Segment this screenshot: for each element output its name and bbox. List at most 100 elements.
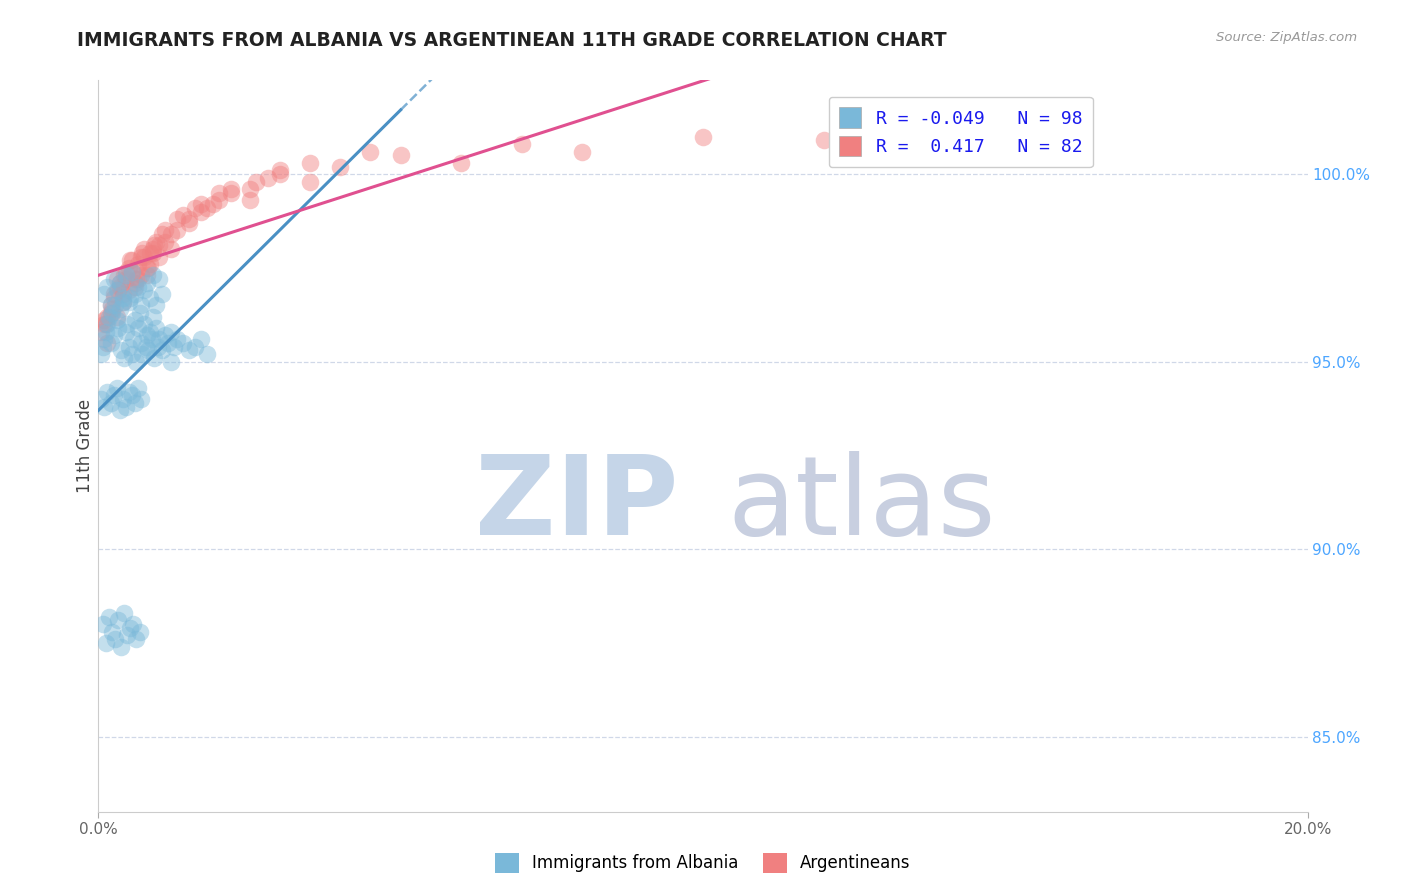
Immigrants from Albania: [96, 279, 118, 293]
Argentineans: [108, 276, 131, 290]
Argentineans: [131, 245, 153, 260]
Immigrants from Albania: [122, 332, 145, 346]
Argentineans: [150, 227, 173, 241]
Argentineans: [114, 272, 136, 286]
Argentineans: [166, 223, 188, 237]
Argentineans: [510, 136, 533, 151]
Immigrants from Albania: [98, 609, 121, 624]
Immigrants from Albania: [135, 276, 157, 290]
Immigrants from Albania: [114, 268, 136, 283]
Argentineans: [148, 250, 170, 264]
Immigrants from Albania: [111, 291, 134, 305]
Argentineans: [142, 245, 165, 260]
Argentineans: [184, 201, 207, 215]
Argentineans: [108, 279, 131, 293]
Immigrants from Albania: [107, 614, 129, 628]
Immigrants from Albania: [100, 335, 122, 350]
Immigrants from Albania: [135, 328, 157, 343]
Argentineans: [111, 294, 134, 309]
Immigrants from Albania: [90, 347, 112, 361]
Immigrants from Albania: [110, 343, 132, 358]
Immigrants from Albania: [160, 325, 183, 339]
Immigrants from Albania: [94, 636, 117, 650]
Argentineans: [245, 175, 267, 189]
Argentineans: [389, 148, 412, 162]
Argentineans: [813, 133, 835, 147]
Immigrants from Albania: [125, 632, 148, 647]
Text: atlas: atlas: [727, 451, 995, 558]
Immigrants from Albania: [111, 392, 134, 406]
Argentineans: [299, 156, 322, 170]
Immigrants from Albania: [117, 628, 139, 642]
Immigrants from Albania: [105, 313, 128, 327]
Immigrants from Albania: [129, 392, 152, 406]
Argentineans: [179, 216, 201, 230]
Argentineans: [129, 268, 152, 283]
Immigrants from Albania: [128, 624, 150, 639]
Argentineans: [118, 260, 141, 275]
Argentineans: [148, 238, 170, 252]
Argentineans: [112, 268, 135, 283]
Argentineans: [269, 163, 291, 178]
Text: ZIP: ZIP: [475, 451, 679, 558]
Argentineans: [450, 156, 472, 170]
Argentineans: [360, 145, 382, 159]
Immigrants from Albania: [179, 343, 201, 358]
Immigrants from Albania: [105, 283, 128, 297]
Argentineans: [195, 201, 218, 215]
Argentineans: [135, 260, 157, 275]
Argentineans: [132, 250, 155, 264]
Immigrants from Albania: [153, 328, 176, 343]
Immigrants from Albania: [142, 268, 165, 283]
Argentineans: [166, 212, 188, 227]
Immigrants from Albania: [118, 291, 141, 305]
Argentineans: [239, 194, 262, 208]
Immigrants from Albania: [129, 335, 152, 350]
Immigrants from Albania: [139, 325, 162, 339]
Argentineans: [202, 197, 225, 211]
Argentineans: [221, 182, 243, 196]
Immigrants from Albania: [114, 325, 136, 339]
Immigrants from Albania: [124, 396, 146, 410]
Immigrants from Albania: [100, 298, 122, 312]
Immigrants from Albania: [98, 310, 121, 324]
Argentineans: [143, 238, 166, 252]
Immigrants from Albania: [100, 306, 122, 320]
Argentineans: [127, 272, 149, 286]
Argentineans: [160, 227, 183, 241]
Argentineans: [96, 310, 118, 324]
Argentineans: [190, 197, 212, 211]
Argentineans: [221, 186, 243, 200]
Immigrants from Albania: [136, 343, 159, 358]
Argentineans: [105, 310, 128, 324]
Argentineans: [100, 302, 122, 317]
Immigrants from Albania: [139, 291, 162, 305]
Immigrants from Albania: [124, 287, 146, 301]
Immigrants from Albania: [91, 340, 114, 354]
Immigrants from Albania: [124, 313, 146, 327]
Immigrants from Albania: [103, 388, 125, 402]
Immigrants from Albania: [118, 384, 141, 399]
Immigrants from Albania: [112, 351, 135, 365]
Immigrants from Albania: [132, 317, 155, 331]
Immigrants from Albania: [110, 640, 132, 654]
Immigrants from Albania: [148, 332, 170, 346]
Argentineans: [256, 170, 278, 185]
Argentineans: [121, 264, 143, 278]
Argentineans: [111, 287, 134, 301]
Immigrants from Albania: [100, 624, 122, 639]
Immigrants from Albania: [143, 351, 166, 365]
Immigrants from Albania: [122, 617, 145, 632]
Immigrants from Albania: [132, 283, 155, 297]
Argentineans: [118, 253, 141, 268]
Argentineans: [239, 182, 262, 196]
Argentineans: [124, 276, 146, 290]
Immigrants from Albania: [118, 621, 141, 635]
Immigrants from Albania: [107, 321, 129, 335]
Argentineans: [124, 279, 146, 293]
Immigrants from Albania: [121, 388, 143, 402]
Immigrants from Albania: [118, 340, 141, 354]
Argentineans: [103, 287, 125, 301]
Argentineans: [94, 317, 117, 331]
Argentineans: [190, 204, 212, 219]
